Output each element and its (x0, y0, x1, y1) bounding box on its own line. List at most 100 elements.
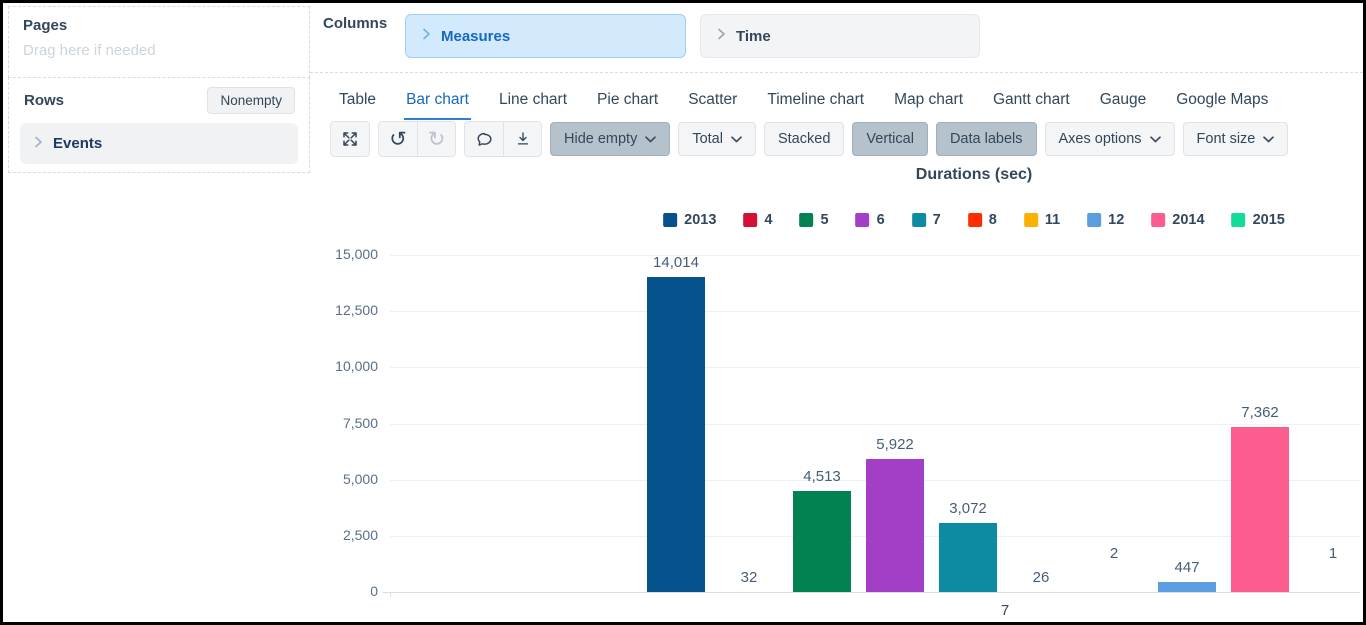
legend-item-11[interactable]: 11 (1023, 212, 1060, 228)
toolbar-button-label: Vertical (866, 131, 914, 147)
chevron-down-icon (1149, 135, 1161, 143)
legend-swatch (1023, 213, 1038, 227)
legend-label: 2015 (1252, 212, 1285, 228)
data-label-12: 447 (1174, 559, 1200, 576)
chevron-down-icon (1263, 135, 1275, 143)
fullscreen-icon[interactable] (331, 122, 369, 156)
tab-gantt-chart[interactable]: Gantt chart (993, 91, 1070, 108)
tab-bar-chart[interactable]: Bar chart (404, 87, 471, 120)
rows-dimension-events[interactable]: Events (20, 123, 298, 164)
toolbar-button-label: Stacked (777, 131, 831, 147)
chevron-right-icon (717, 27, 726, 45)
x-axis-line (383, 592, 1360, 593)
legend-swatch (799, 213, 814, 227)
bar-12[interactable] (1158, 582, 1216, 592)
bar-chart-plot-area: 0 2,500 5,000 7,500 10,000 12,500 15,000 14,014… (335, 246, 1360, 599)
y-axis-tick-label: 10,000 (335, 358, 378, 375)
legend-swatch (1231, 213, 1246, 227)
data-label-6: 5,922 (876, 436, 914, 453)
legend-item-12[interactable]: 12 (1087, 212, 1124, 228)
x-axis-category-label: 7 (1000, 602, 1010, 619)
toolbar-button-label: Axes options (1058, 131, 1142, 147)
y-axis-tick-label: 0 (370, 583, 378, 599)
legend-swatch (855, 213, 870, 227)
tab-timeline-chart[interactable]: Timeline chart (767, 91, 865, 108)
toolbar-icon-group (464, 121, 542, 157)
gridline (390, 255, 1360, 256)
toolbar-button-stacked[interactable]: Stacked (763, 122, 845, 156)
tab-scatter[interactable]: Scatter (688, 91, 738, 108)
legend-swatch (1087, 213, 1102, 227)
bar-2014[interactable] (1231, 427, 1289, 592)
tab-table[interactable]: Table (339, 91, 377, 108)
data-label-4: 32 (740, 569, 758, 586)
rows-dimension-label: Events (53, 135, 103, 152)
legend-item-2015[interactable]: 2015 (1231, 212, 1285, 228)
toolbar-button-data-labels[interactable]: Data labels (935, 122, 1037, 156)
data-label-2015: 1 (1328, 545, 1338, 562)
legend-label: 6 (876, 212, 885, 228)
tab-gauge[interactable]: Gauge (1099, 91, 1147, 108)
y-axis-tick-label: 7,500 (342, 414, 378, 431)
bar-7[interactable] (939, 523, 997, 592)
legend-item-8[interactable]: 8 (967, 212, 997, 228)
tab-pie-chart[interactable]: Pie chart (597, 91, 659, 108)
data-label-2013: 14,014 (653, 254, 699, 271)
bar-5[interactable] (793, 491, 851, 592)
undo-icon[interactable]: ↺ (379, 122, 417, 156)
columns-divider (310, 72, 1363, 73)
columns-chip-measures[interactable]: Measures (405, 14, 686, 58)
toolbar-button-label: Font size (1196, 131, 1256, 147)
redo-icon[interactable]: ↻ (417, 122, 455, 156)
toolbar-button-label: Hide empty (564, 131, 638, 147)
legend-item-5[interactable]: 5 (799, 212, 829, 228)
legend-item-7[interactable]: 7 (911, 212, 941, 228)
columns-chip-time[interactable]: Time (700, 14, 980, 58)
toolbar-button-font-size[interactable]: Font size (1182, 122, 1289, 156)
bar-6[interactable] (866, 459, 924, 592)
data-label-2014: 7,362 (1241, 404, 1279, 421)
legend-item-2014[interactable]: 2014 (1151, 212, 1205, 228)
chevron-right-icon (34, 135, 43, 153)
rows-panel: Rows Nonempty Events (8, 77, 310, 173)
toolbar-button-total[interactable]: Total (678, 122, 756, 156)
tab-line-chart[interactable]: Line chart (498, 91, 568, 108)
y-axis-tick-label: 12,500 (335, 302, 378, 319)
y-axis-tick-label: 15,000 (335, 246, 378, 262)
legend-label: 8 (988, 212, 997, 228)
legend-item-2013[interactable]: 2013 (663, 212, 716, 228)
toolbar-button-label: Total (692, 131, 723, 147)
y-axis-tick-label: 5,000 (342, 470, 378, 487)
y-axis-tick-label: 2,500 (342, 526, 378, 543)
tab-google-maps[interactable]: Google Maps (1176, 91, 1269, 108)
chevron-down-icon (645, 135, 657, 143)
nonempty-filter-button[interactable]: Nonempty (207, 87, 295, 114)
toolbar-button-label: Data labels (949, 131, 1023, 147)
columns-chip-time-label: Time (736, 27, 771, 45)
columns-chip-measures-label: Measures (441, 27, 511, 45)
download-icon[interactable] (503, 122, 541, 156)
legend-label: 5 (820, 212, 829, 228)
gridline (390, 311, 1360, 313)
pages-panel[interactable]: Pages Drag here if needed (8, 6, 310, 78)
legend-item-6[interactable]: 6 (855, 212, 885, 228)
gridline (390, 367, 1360, 369)
legend-label: 4 (764, 212, 773, 228)
legend-swatch (911, 213, 926, 227)
toolbar-button-vertical[interactable]: Vertical (852, 122, 928, 156)
bar-2013[interactable] (647, 277, 705, 592)
data-label-8: 26 (1032, 569, 1050, 586)
chart-type-tabs: Table Bar chart Line chart Pie chart Scatter… (337, 87, 1270, 120)
tab-map-chart[interactable]: Map chart (894, 91, 963, 108)
toolbar-button-hide-empty[interactable]: Hide empty (550, 122, 671, 156)
chevron-down-icon (731, 135, 742, 143)
chevron-right-icon (422, 27, 431, 45)
chart-toolbar: ↺ ↻ Hide empty Total Stacked Vertical Data lab… (330, 121, 1289, 157)
legend-item-4[interactable]: 4 (743, 212, 773, 228)
comment-icon[interactable] (465, 122, 503, 156)
data-label-11: 2 (1109, 545, 1119, 562)
chart-title: Durations (sec) (915, 166, 1033, 183)
toolbar-button-axes-options[interactable]: Axes options (1044, 122, 1175, 156)
legend-label: 2014 (1172, 212, 1205, 228)
